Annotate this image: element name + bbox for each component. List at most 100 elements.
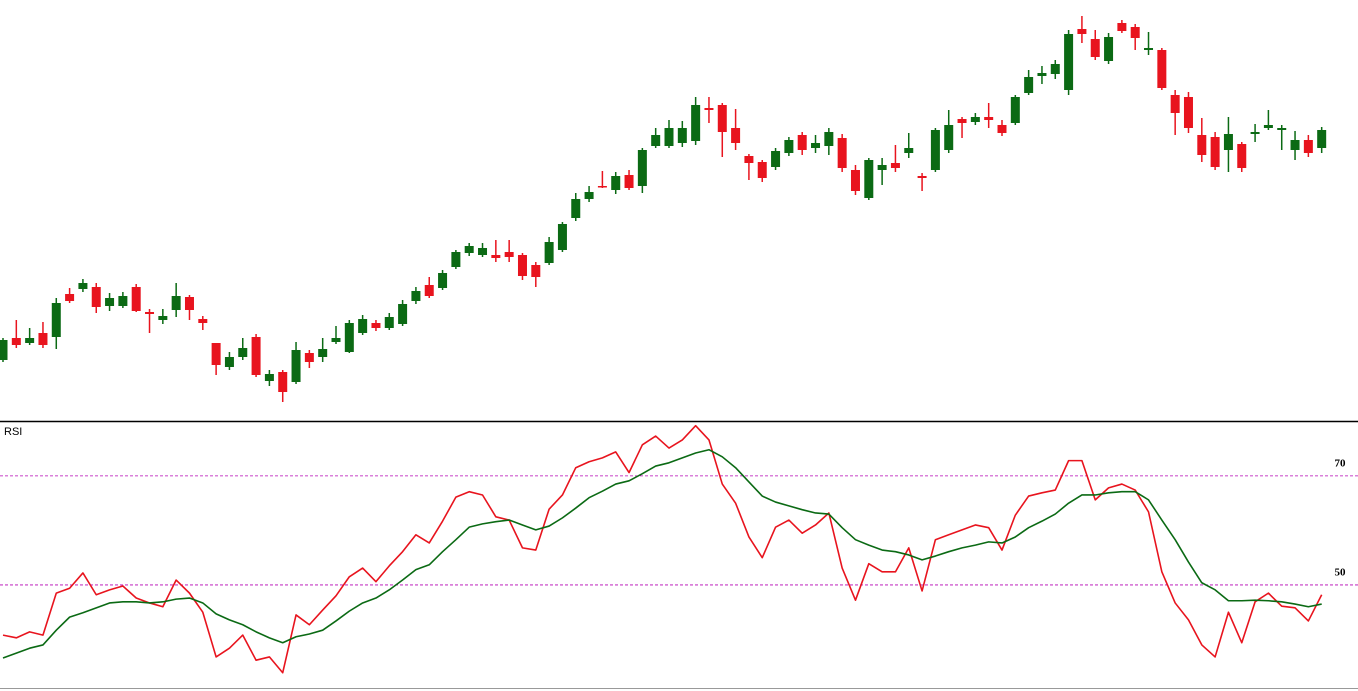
candle-body bbox=[717, 105, 727, 132]
candle-body bbox=[451, 252, 461, 267]
candle-body bbox=[78, 283, 88, 289]
candle-body bbox=[344, 323, 354, 352]
candle-body bbox=[38, 333, 48, 345]
candle-body bbox=[557, 224, 567, 250]
candle-body bbox=[464, 246, 474, 253]
candle-body bbox=[211, 343, 221, 365]
candle-body bbox=[757, 162, 767, 178]
candle-body bbox=[504, 252, 514, 257]
candle-body bbox=[224, 357, 234, 367]
candle-body bbox=[917, 176, 927, 178]
candle-body bbox=[11, 338, 21, 345]
candle-body bbox=[904, 148, 914, 153]
candle-body bbox=[171, 296, 181, 310]
candle-body bbox=[731, 128, 741, 143]
candle-body bbox=[1303, 140, 1313, 153]
candle-body bbox=[651, 135, 661, 146]
candle-body bbox=[890, 163, 900, 168]
candle-body bbox=[850, 170, 860, 191]
candle-body bbox=[131, 287, 141, 311]
candle-body bbox=[771, 151, 781, 167]
candle-body bbox=[970, 117, 980, 122]
candle-body bbox=[1024, 77, 1034, 93]
candle-body bbox=[1210, 137, 1220, 167]
candle-body bbox=[1263, 125, 1273, 128]
candle-body bbox=[691, 105, 701, 141]
candle-body bbox=[371, 323, 381, 328]
candle-body bbox=[264, 374, 274, 381]
candle-body bbox=[784, 140, 794, 153]
candle-body bbox=[1144, 48, 1154, 50]
candle-body bbox=[930, 130, 940, 170]
candle-body bbox=[1223, 134, 1233, 150]
candle-body bbox=[1050, 64, 1060, 74]
candle-body bbox=[1237, 144, 1247, 168]
candle-body bbox=[91, 287, 101, 307]
candle-body bbox=[278, 372, 288, 392]
candle-body bbox=[611, 176, 621, 190]
candle-body bbox=[198, 319, 208, 323]
candle-body bbox=[997, 125, 1007, 133]
candle-body bbox=[704, 108, 714, 110]
rsi-line bbox=[2, 448, 1322, 659]
candle-body bbox=[1197, 135, 1207, 155]
candle-body bbox=[238, 348, 248, 357]
candle-body bbox=[811, 143, 821, 148]
candle-body bbox=[637, 150, 647, 186]
candle-body bbox=[544, 242, 554, 263]
candle-body bbox=[1317, 130, 1327, 148]
candle-body bbox=[1010, 97, 1020, 123]
candle-body bbox=[1250, 132, 1260, 134]
candle-body bbox=[304, 353, 314, 362]
candle-body bbox=[984, 117, 994, 120]
candle-body bbox=[1157, 50, 1167, 88]
candle-body bbox=[1117, 23, 1127, 31]
candle-body bbox=[824, 132, 834, 146]
candle-body bbox=[331, 338, 341, 342]
candle-body bbox=[411, 291, 421, 301]
candle-body bbox=[1064, 34, 1074, 90]
candle-body bbox=[877, 165, 887, 170]
candle-body bbox=[384, 317, 394, 328]
candle-body bbox=[1290, 140, 1300, 150]
candle-body bbox=[1170, 95, 1180, 113]
candle-body bbox=[291, 350, 301, 382]
candle-body bbox=[0, 340, 8, 360]
candle-body bbox=[1130, 27, 1140, 38]
candle-body bbox=[424, 285, 434, 296]
candle-body bbox=[944, 125, 954, 150]
candle-body bbox=[145, 312, 155, 314]
candle-body bbox=[318, 349, 328, 357]
candle-body bbox=[1104, 37, 1114, 61]
candle-body bbox=[864, 160, 874, 198]
candle-body bbox=[1183, 97, 1193, 128]
candle-body bbox=[957, 119, 967, 123]
candle-body bbox=[597, 186, 607, 188]
candle-body bbox=[184, 297, 194, 310]
candle-body bbox=[837, 138, 847, 168]
candle-body bbox=[517, 255, 527, 276]
candle-body bbox=[158, 316, 168, 320]
candle-body bbox=[531, 265, 541, 277]
candle-body bbox=[571, 199, 581, 218]
candle-body bbox=[1077, 29, 1087, 34]
candle-body bbox=[251, 337, 261, 375]
candle-body bbox=[478, 248, 488, 255]
candle-body bbox=[51, 303, 61, 337]
candle-body bbox=[744, 156, 754, 163]
candle-body bbox=[797, 135, 807, 150]
candle-body bbox=[118, 296, 128, 306]
level-label: 50 bbox=[1335, 566, 1347, 578]
candle-body bbox=[1037, 73, 1047, 76]
rsi-title: RSI bbox=[4, 426, 22, 438]
candle-body bbox=[65, 294, 75, 301]
candle-body bbox=[398, 304, 408, 324]
candle-body bbox=[105, 298, 115, 306]
candle-body bbox=[584, 192, 594, 199]
candle-body bbox=[1277, 128, 1287, 130]
candle-body bbox=[358, 319, 368, 333]
candle-body bbox=[1090, 39, 1100, 57]
